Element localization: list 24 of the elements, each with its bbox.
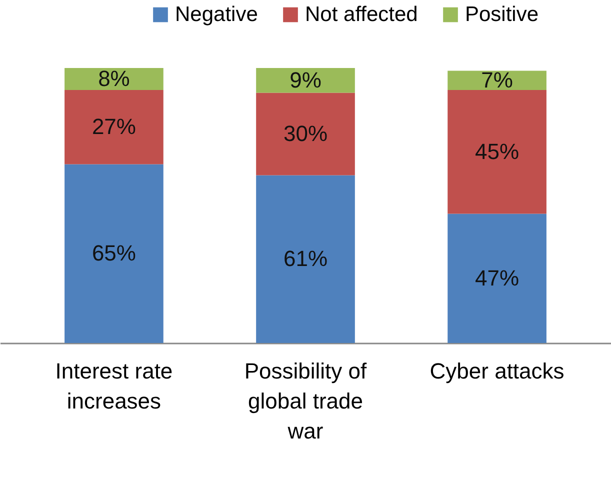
bar [64,164,164,343]
legend-label: Not affected [305,2,418,26]
data-label: 8% [98,66,130,91]
x-tick-label: Cyber attacks [430,358,564,384]
data-label: 47% [475,265,520,290]
bar [64,90,164,164]
legend-label: Negative [175,2,258,26]
bar [256,175,355,343]
bar [64,68,164,90]
x-tick-label: Interest rate increases [55,358,173,414]
data-label: 61% [283,246,328,272]
bar [448,70,546,90]
data-label: 9% [290,67,322,92]
bar [448,214,546,343]
bar [256,92,355,176]
legend-label: Positive [465,2,539,26]
data-label: 27% [92,114,136,140]
data-label: 45% [475,138,520,164]
x-tick-label: Possibility of global trade war [244,358,368,444]
data-label: 7% [481,67,513,92]
data-label: 65% [92,240,136,266]
bar [256,68,355,93]
data-label: 30% [283,121,328,146]
bar [448,90,546,214]
